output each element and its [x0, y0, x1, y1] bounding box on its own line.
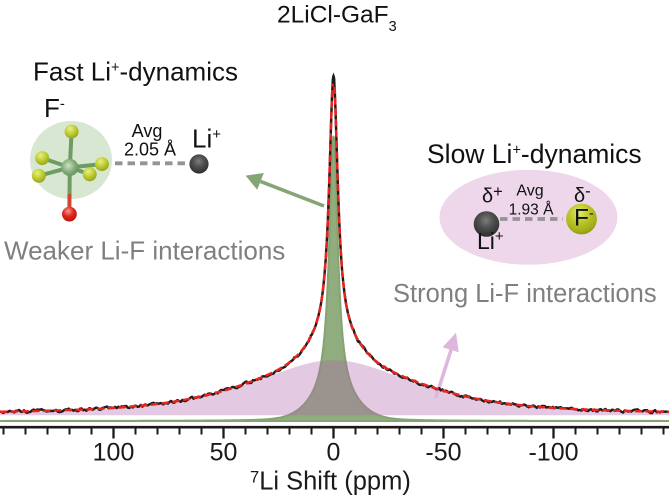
svg-text:50: 50 [210, 439, 238, 467]
svg-text:2.05 Å: 2.05 Å [124, 140, 176, 160]
svg-text:-100: -100 [528, 439, 578, 467]
svg-text:1.93 Å: 1.93 Å [509, 202, 554, 219]
svg-text:7Li Shift (ppm): 7Li Shift (ppm) [250, 468, 411, 496]
svg-text:Fast Li+-dynamics: Fast Li+-dynamics [33, 57, 238, 87]
svg-text:Strong Li-F interactions: Strong Li-F interactions [393, 280, 657, 308]
svg-text:100: 100 [93, 439, 135, 467]
svg-text:Avg: Avg [516, 183, 543, 200]
svg-text:Avg: Avg [132, 121, 163, 141]
svg-text:0: 0 [327, 439, 341, 467]
svg-text:Weaker Li-F interactions: Weaker Li-F interactions [4, 236, 285, 266]
svg-text:Slow Li+-dynamics: Slow Li+-dynamics [427, 139, 642, 169]
svg-text:-50: -50 [425, 439, 461, 467]
